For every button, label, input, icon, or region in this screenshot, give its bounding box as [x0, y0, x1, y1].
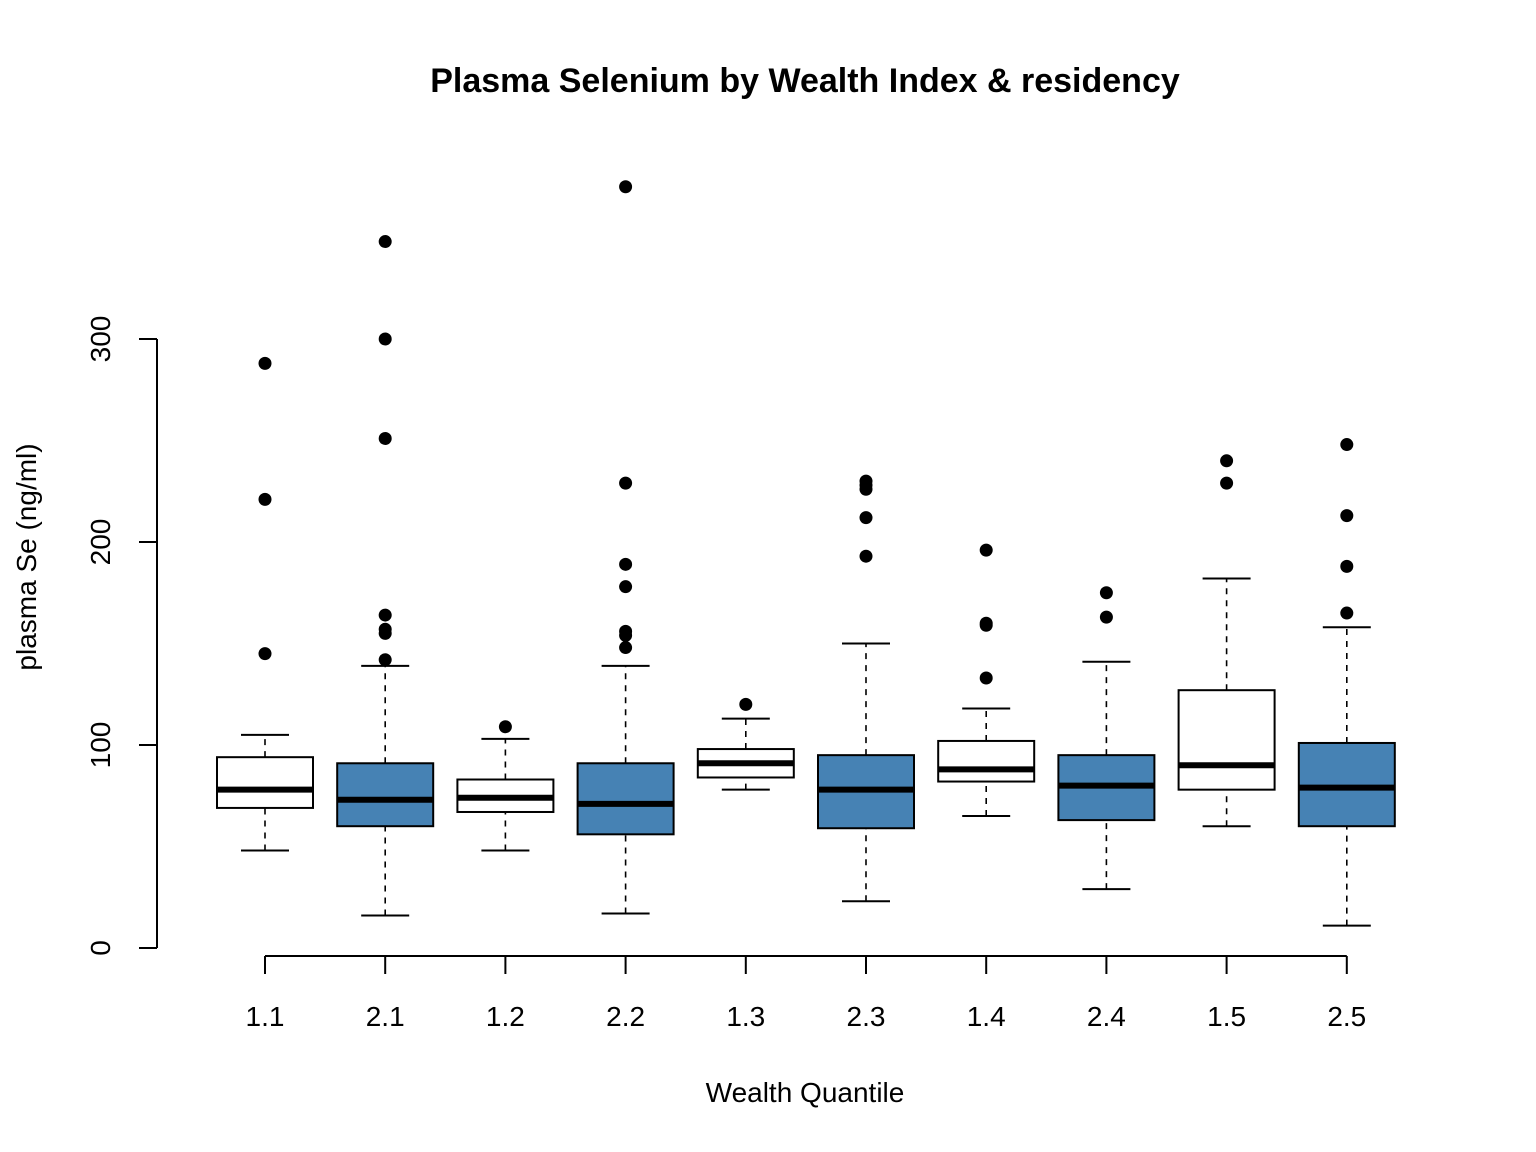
x-tick-label: 2.3 [847, 1001, 886, 1032]
outlier-point [979, 671, 993, 685]
x-axis: 1.1 2.1 1.2 2.2 1.3 2.3 1.4 2.4 1.5 2.5 [246, 955, 1366, 1032]
chart-title: Plasma Selenium by Wealth Index & reside… [430, 62, 1180, 100]
box-2.1 [336, 235, 435, 917]
outlier-point [1340, 559, 1354, 573]
outlier-point [1099, 586, 1113, 600]
outlier-point [378, 653, 392, 667]
box-2.5 [1297, 438, 1396, 927]
outlier-point [258, 492, 272, 506]
x-tick-label: 2.1 [366, 1001, 405, 1032]
x-tick-label: 2.4 [1087, 1001, 1126, 1032]
x-tick-label: 1.5 [1207, 1001, 1246, 1032]
outlier-point [739, 697, 753, 711]
box-2.2 [576, 180, 675, 915]
outlier-point [378, 332, 392, 346]
y-tick-label: 100 [85, 722, 116, 769]
x-axis-label: Wealth Quantile [706, 1077, 905, 1108]
outlier-point [1340, 509, 1354, 523]
outlier-point [1340, 438, 1354, 452]
outlier-point [258, 356, 272, 370]
y-tick-label: 0 [85, 940, 116, 956]
outlier-point [258, 647, 272, 661]
box-iqr [576, 762, 675, 836]
x-tick-label: 2.2 [606, 1001, 645, 1032]
outlier-point [859, 474, 873, 488]
outlier-point [619, 180, 633, 194]
outlier-point [619, 641, 633, 655]
outlier-point [1099, 610, 1113, 624]
outlier-point [378, 608, 392, 622]
box-2.4 [1057, 586, 1156, 891]
x-tick-label: 1.3 [726, 1001, 765, 1032]
outlier-point [378, 431, 392, 445]
y-tick-label: 300 [85, 316, 116, 363]
box-1.2 [456, 720, 555, 852]
outlier-point [498, 720, 512, 734]
box-1.5 [1177, 454, 1276, 828]
y-tick-label: 200 [85, 519, 116, 566]
outlier-point [378, 622, 392, 636]
x-tick-label: 2.5 [1327, 1001, 1366, 1032]
x-tick-label: 1.1 [246, 1001, 285, 1032]
outlier-point [859, 549, 873, 563]
y-axis-label: plasma Se (ng/ml) [11, 443, 42, 670]
box-iqr [336, 762, 435, 828]
outlier-point [1340, 606, 1354, 620]
outlier-point [619, 476, 633, 490]
outlier-point [859, 511, 873, 525]
x-tick-label: 1.4 [967, 1001, 1006, 1032]
box-1.1 [216, 356, 314, 852]
outlier-point [979, 616, 993, 630]
box-2.3 [817, 474, 915, 903]
x-tick-label: 1.2 [486, 1001, 525, 1032]
outlier-point [619, 557, 633, 571]
outlier-point [1220, 454, 1234, 468]
box-iqr [216, 756, 314, 809]
y-axis: 0 100 200 300 [85, 316, 158, 956]
box-iqr [937, 739, 1036, 783]
box-iqr [1297, 741, 1396, 828]
outlier-point [1220, 476, 1234, 490]
box-1.3 [696, 697, 795, 791]
box-iqr [1177, 689, 1276, 791]
box-1.4 [937, 543, 1036, 818]
box-series [216, 180, 1396, 927]
outlier-point [619, 580, 633, 594]
outlier-point [378, 235, 392, 249]
outlier-point [979, 543, 993, 557]
outlier-point [619, 624, 633, 638]
